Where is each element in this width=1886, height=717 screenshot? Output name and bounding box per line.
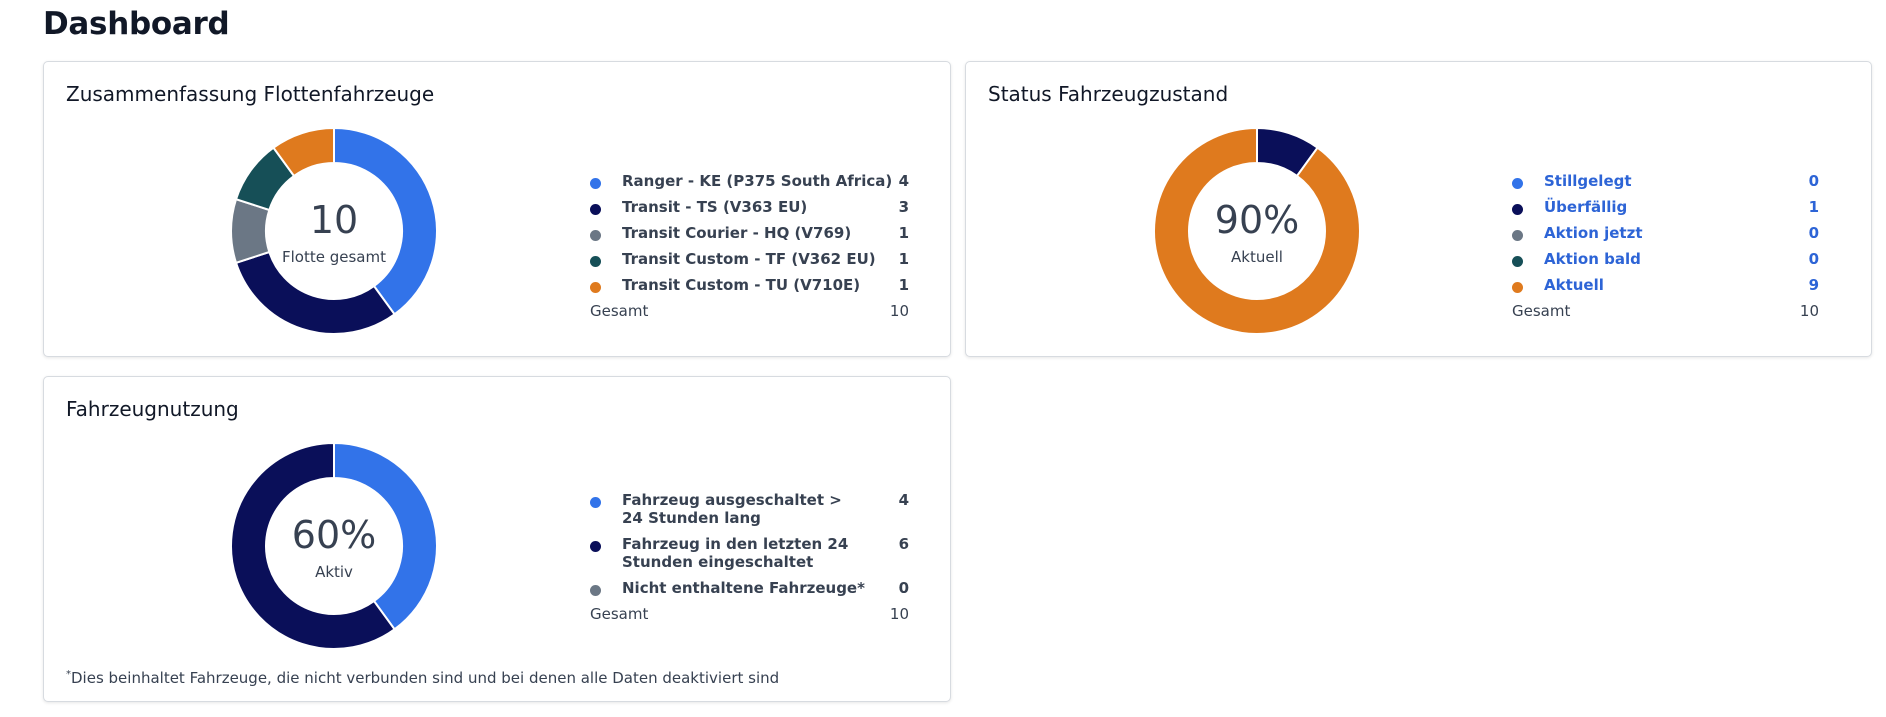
donut-slice-0	[333, 126, 438, 316]
vehicle-usage-card: Fahrzeugnutzung 60% Aktiv Fahrzeug ausge…	[43, 376, 951, 702]
donut-center-value: 90%	[1214, 198, 1300, 242]
donut-slice-4	[1153, 126, 1361, 335]
legend-dot	[1512, 230, 1523, 241]
legend-label: Fahrzeug in den letzten 24 Stunden einge…	[622, 535, 849, 571]
legend-dot	[1512, 282, 1523, 293]
legend-label: Transit Courier - HQ (V769)	[622, 224, 852, 242]
card-title: Status Fahrzeugzustand	[988, 82, 1229, 106]
total-label: Gesamt	[590, 302, 649, 320]
vehicle-health-card: Status Fahrzeugzustand 90% Aktuell Still…	[965, 61, 1872, 357]
legend-item: Transit Courier - HQ (V769) 1	[590, 224, 909, 250]
donut-center-label: Aktuell	[1231, 248, 1283, 266]
legend-item-aktuell[interactable]: Aktuell 9	[1512, 276, 1819, 302]
legend-total: Gesamt 10	[1512, 302, 1819, 324]
legend-dot	[1512, 256, 1523, 267]
legend-label: Ranger - KE (P375 South Africa)	[622, 172, 893, 190]
total-label: Gesamt	[1512, 302, 1571, 320]
donut-center-label: Flotte gesamt	[282, 248, 386, 266]
legend-dot	[1512, 178, 1523, 189]
donut-center-value: 10	[309, 198, 359, 242]
legend-dot	[590, 541, 601, 552]
page-title: Dashboard	[43, 6, 230, 42]
legend-value: 6	[898, 535, 909, 553]
legend-item: Transit - TS (V363 EU) 3	[590, 198, 909, 224]
legend-dot	[590, 204, 601, 215]
fleet-summary-card: Zusammenfassung Flottenfahrzeuge 10 Flot…	[43, 61, 951, 357]
usage-legend: Fahrzeug ausgeschaltet > 24 Stunden lang…	[590, 491, 909, 627]
card-title: Fahrzeugnutzung	[66, 397, 239, 421]
legend-total: Gesamt 10	[590, 302, 909, 324]
usage-donut-chart: 60% Aktiv	[229, 441, 439, 651]
legend-value: 4	[898, 172, 909, 190]
total-label: Gesamt	[590, 605, 649, 623]
donut-center-label: Aktiv	[315, 563, 353, 581]
card-title: Zusammenfassung Flottenfahrzeuge	[66, 82, 435, 106]
legend-link-value[interactable]: 1	[1808, 198, 1819, 216]
legend-value: 1	[898, 224, 909, 242]
legend-link-label[interactable]: Aktuell	[1544, 276, 1604, 294]
legend-link-value[interactable]: 9	[1808, 276, 1819, 294]
footnote-mark: *	[66, 669, 71, 680]
legend-label: Nicht enthaltene Fahrzeuge*	[622, 579, 865, 597]
legend-dot	[590, 282, 601, 293]
legend-link-label[interactable]: Überfällig	[1544, 198, 1628, 216]
legend-label: Transit Custom - TF (V362 EU)	[622, 250, 876, 268]
donut-slice-0	[333, 441, 438, 631]
legend-value: 1	[898, 250, 909, 268]
legend-link-value[interactable]: 0	[1808, 172, 1819, 190]
legend-item: Transit Custom - TF (V362 EU) 1	[590, 250, 909, 276]
donut-center-value: 60%	[291, 513, 377, 557]
legend-item: Fahrzeug in den letzten 24 Stunden einge…	[590, 535, 909, 579]
legend-link-label[interactable]: Aktion bald	[1544, 250, 1641, 268]
legend-item: Ranger - KE (P375 South Africa) 4	[590, 172, 909, 198]
legend-label: Fahrzeug ausgeschaltet > 24 Stunden lang	[622, 491, 842, 527]
total-value: 10	[1799, 302, 1819, 320]
legend-dot	[590, 230, 601, 241]
legend-dot	[590, 256, 601, 267]
legend-value: 0	[898, 579, 909, 597]
fleet-donut-chart: 10 Flotte gesamt	[229, 126, 439, 336]
donut-slice-1	[230, 441, 396, 650]
legend-dot	[590, 497, 601, 508]
legend-value: 3	[898, 198, 909, 216]
footnote-text: Dies beinhaltet Fahrzeuge, die nicht ver…	[71, 669, 780, 687]
legend-item-aktion-bald[interactable]: Aktion bald 0	[1512, 250, 1819, 276]
health-legend: Stillgelegt 0 Überfällig 1 Aktion jetzt …	[1512, 172, 1819, 324]
legend-label: Transit Custom - TU (V710E)	[622, 276, 861, 294]
legend-item-aktion-jetzt[interactable]: Aktion jetzt 0	[1512, 224, 1819, 250]
legend-dot	[590, 585, 601, 596]
legend-total: Gesamt 10	[590, 605, 909, 627]
legend-link-value[interactable]: 0	[1808, 250, 1819, 268]
legend-item-ueberfaellig[interactable]: Überfällig 1	[1512, 198, 1819, 224]
health-donut-chart: 90% Aktuell	[1152, 126, 1362, 336]
legend-dot	[590, 178, 601, 189]
total-value: 10	[889, 302, 909, 320]
legend-link-value[interactable]: 0	[1808, 224, 1819, 242]
legend-value: 1	[898, 276, 909, 294]
legend-item: Transit Custom - TU (V710E) 1	[590, 276, 909, 302]
legend-dot	[1512, 204, 1523, 215]
donut-slice-4	[272, 126, 335, 178]
legend-item-stillgelegt[interactable]: Stillgelegt 0	[1512, 172, 1819, 198]
legend-item: Fahrzeug ausgeschaltet > 24 Stunden lang…	[590, 491, 909, 535]
footnote: *Dies beinhaltet Fahrzeuge, die nicht ve…	[66, 669, 779, 687]
fleet-legend: Ranger - KE (P375 South Africa) 4 Transi…	[590, 172, 909, 324]
legend-link-label[interactable]: Stillgelegt	[1544, 172, 1632, 190]
total-value: 10	[889, 605, 909, 623]
legend-label: Transit - TS (V363 EU)	[622, 198, 808, 216]
legend-value: 4	[898, 491, 909, 509]
legend-link-label[interactable]: Aktion jetzt	[1544, 224, 1643, 242]
legend-item: Nicht enthaltene Fahrzeuge* 0	[590, 579, 909, 605]
